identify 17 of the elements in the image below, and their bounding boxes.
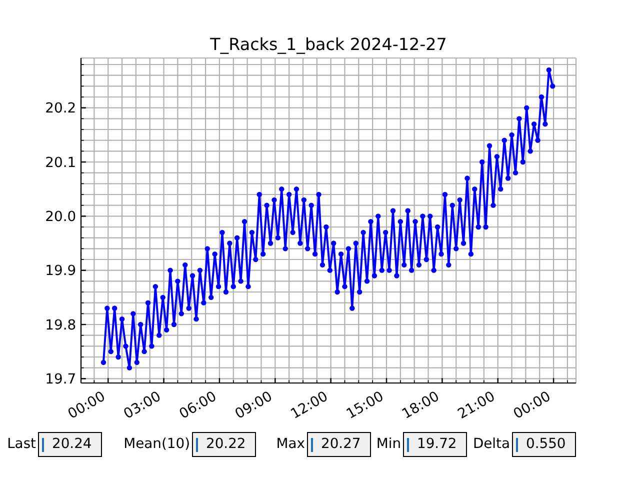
y-tick-label: 20.0 bbox=[45, 209, 76, 226]
text: Mean(10) bbox=[124, 435, 190, 453]
text-field: 20.22 bbox=[192, 432, 256, 457]
y-tick-label: 19.7 bbox=[45, 372, 76, 388]
text: Min bbox=[376, 435, 401, 453]
y-tick-label: 19.9 bbox=[45, 263, 76, 280]
y-tick-label: 20.2 bbox=[45, 100, 76, 117]
chart-title: T_Racks_1_back 2024-12-27 bbox=[209, 34, 448, 54]
text: Delta bbox=[472, 435, 510, 453]
text-field: 20.27 bbox=[307, 432, 371, 457]
text-field: 20.24 bbox=[38, 432, 102, 457]
text: Max bbox=[276, 435, 305, 453]
text: Last bbox=[7, 435, 36, 453]
y-tick-label: 20.1 bbox=[45, 154, 76, 171]
text-field: 19.72 bbox=[403, 432, 467, 457]
y-tick-label: 19.8 bbox=[45, 317, 76, 334]
text-field: 0.550 bbox=[512, 432, 576, 457]
